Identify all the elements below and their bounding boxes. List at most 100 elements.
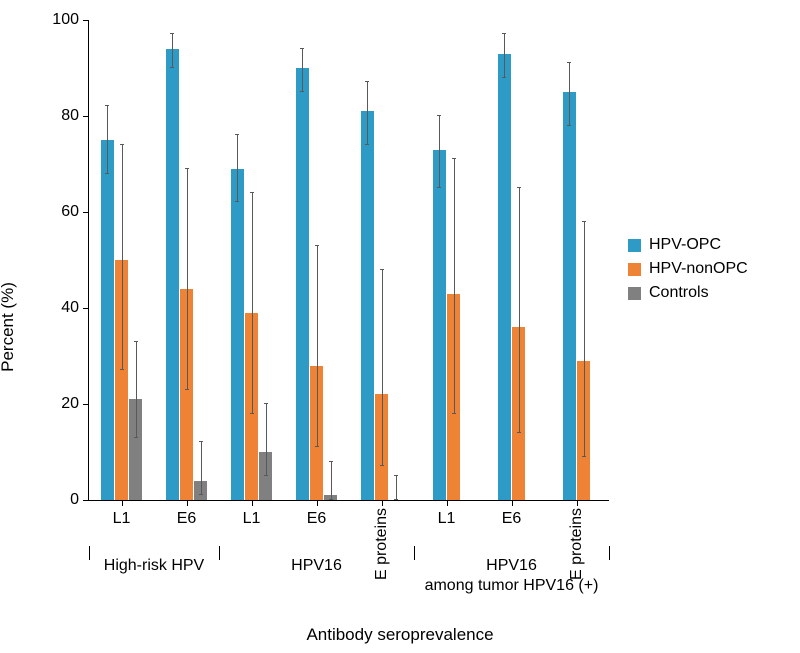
error-bar-cap <box>235 134 239 135</box>
error-bar <box>172 34 173 68</box>
error-bar-cap <box>567 125 571 126</box>
y-tick-label: 0 <box>70 491 89 509</box>
category-label: L1 <box>243 500 261 528</box>
legend-item: Controls <box>628 284 748 302</box>
error-bar <box>519 188 520 433</box>
error-bar-cap <box>582 456 586 457</box>
error-bar-cap <box>250 413 254 414</box>
error-bar-cap <box>315 446 319 447</box>
error-bar-cap <box>264 403 268 404</box>
bar <box>361 111 374 500</box>
group-label: HPV16 <box>291 556 342 576</box>
error-bar-cap <box>502 33 506 34</box>
error-bar-cap <box>437 187 441 188</box>
error-bar-cap <box>365 144 369 145</box>
error-bar-cap <box>517 432 521 433</box>
legend-label: HPV-nonOPC <box>649 260 748 278</box>
error-bar <box>122 145 123 371</box>
error-bar-cap <box>437 115 441 116</box>
error-bar-cap <box>567 62 571 63</box>
legend-label: HPV-OPC <box>649 236 721 254</box>
bar <box>433 150 446 500</box>
error-bar <box>237 135 238 202</box>
y-tick-label: 20 <box>61 395 89 413</box>
y-tick-label: 80 <box>61 107 89 125</box>
error-bar-cap <box>120 144 124 145</box>
group-separator <box>89 546 90 560</box>
error-bar-cap <box>120 369 124 370</box>
seroprevalence-bar-chart: Percent (%) Antibody seroprevalence 0204… <box>0 0 800 653</box>
y-tick-label: 40 <box>61 299 89 317</box>
bar <box>231 169 244 500</box>
error-bar-cap <box>170 67 174 68</box>
error-bar-cap <box>264 475 268 476</box>
bar <box>296 68 309 500</box>
y-tick-label: 100 <box>52 11 89 29</box>
error-bar-cap <box>315 245 319 246</box>
group-separator <box>219 546 220 560</box>
error-bar <box>266 404 267 476</box>
group-separator <box>609 546 610 560</box>
category-label: E6 <box>307 500 327 528</box>
legend-item: HPV-nonOPC <box>628 260 748 278</box>
error-bar <box>187 169 188 390</box>
group-label: HPV16among tumor HPV16 (+) <box>425 556 599 596</box>
error-bar-cap <box>502 77 506 78</box>
error-bar-cap <box>452 413 456 414</box>
x-tick-mark <box>577 500 578 506</box>
error-bar-cap <box>300 91 304 92</box>
group-label: High-risk HPV <box>104 556 204 576</box>
error-bar-cap <box>134 341 138 342</box>
error-bar-cap <box>105 173 109 174</box>
error-bar-cap <box>105 105 109 106</box>
error-bar-cap <box>517 187 521 188</box>
error-bar-cap <box>394 475 398 476</box>
y-axis-title: Percent (%) <box>0 282 18 372</box>
error-bar-cap <box>235 201 239 202</box>
error-bar <box>136 342 137 438</box>
error-bar-cap <box>582 221 586 222</box>
error-bar-cap <box>250 192 254 193</box>
category-label: L1 <box>438 500 456 528</box>
error-bar-cap <box>170 33 174 34</box>
error-bar-cap <box>380 269 384 270</box>
x-tick-mark <box>382 500 383 506</box>
error-bar <box>569 63 570 125</box>
error-bar <box>201 442 202 495</box>
error-bar <box>317 246 318 448</box>
legend-swatch <box>628 263 641 276</box>
legend-swatch <box>628 239 641 252</box>
error-bar <box>302 49 303 92</box>
bar <box>563 92 576 500</box>
group-separator <box>414 546 415 560</box>
error-bar <box>107 106 108 173</box>
error-bar-cap <box>394 499 398 500</box>
category-label: E proteins <box>373 508 391 580</box>
error-bar <box>367 82 368 144</box>
plot-area: 020406080100L1E6L1E6E proteinsL1E6E prot… <box>88 20 609 501</box>
error-bar-cap <box>185 389 189 390</box>
category-label: E6 <box>502 500 522 528</box>
error-bar-cap <box>300 48 304 49</box>
legend-item: HPV-OPC <box>628 236 748 254</box>
bar <box>498 54 511 500</box>
bar <box>166 49 179 500</box>
error-bar-cap <box>185 168 189 169</box>
legend-swatch <box>628 287 641 300</box>
error-bar <box>584 222 585 457</box>
error-bar <box>382 270 383 467</box>
error-bar-cap <box>329 461 333 462</box>
error-bar-cap <box>380 465 384 466</box>
legend-label: Controls <box>649 284 709 302</box>
error-bar <box>504 34 505 77</box>
error-bar-cap <box>365 81 369 82</box>
y-tick-label: 60 <box>61 203 89 221</box>
error-bar <box>439 116 440 188</box>
error-bar-cap <box>329 499 333 500</box>
error-bar <box>252 193 253 414</box>
error-bar <box>331 462 332 500</box>
error-bar <box>396 476 397 500</box>
error-bar-cap <box>452 158 456 159</box>
error-bar <box>454 159 455 413</box>
x-axis-title: Antibody seroprevalence <box>0 625 800 645</box>
